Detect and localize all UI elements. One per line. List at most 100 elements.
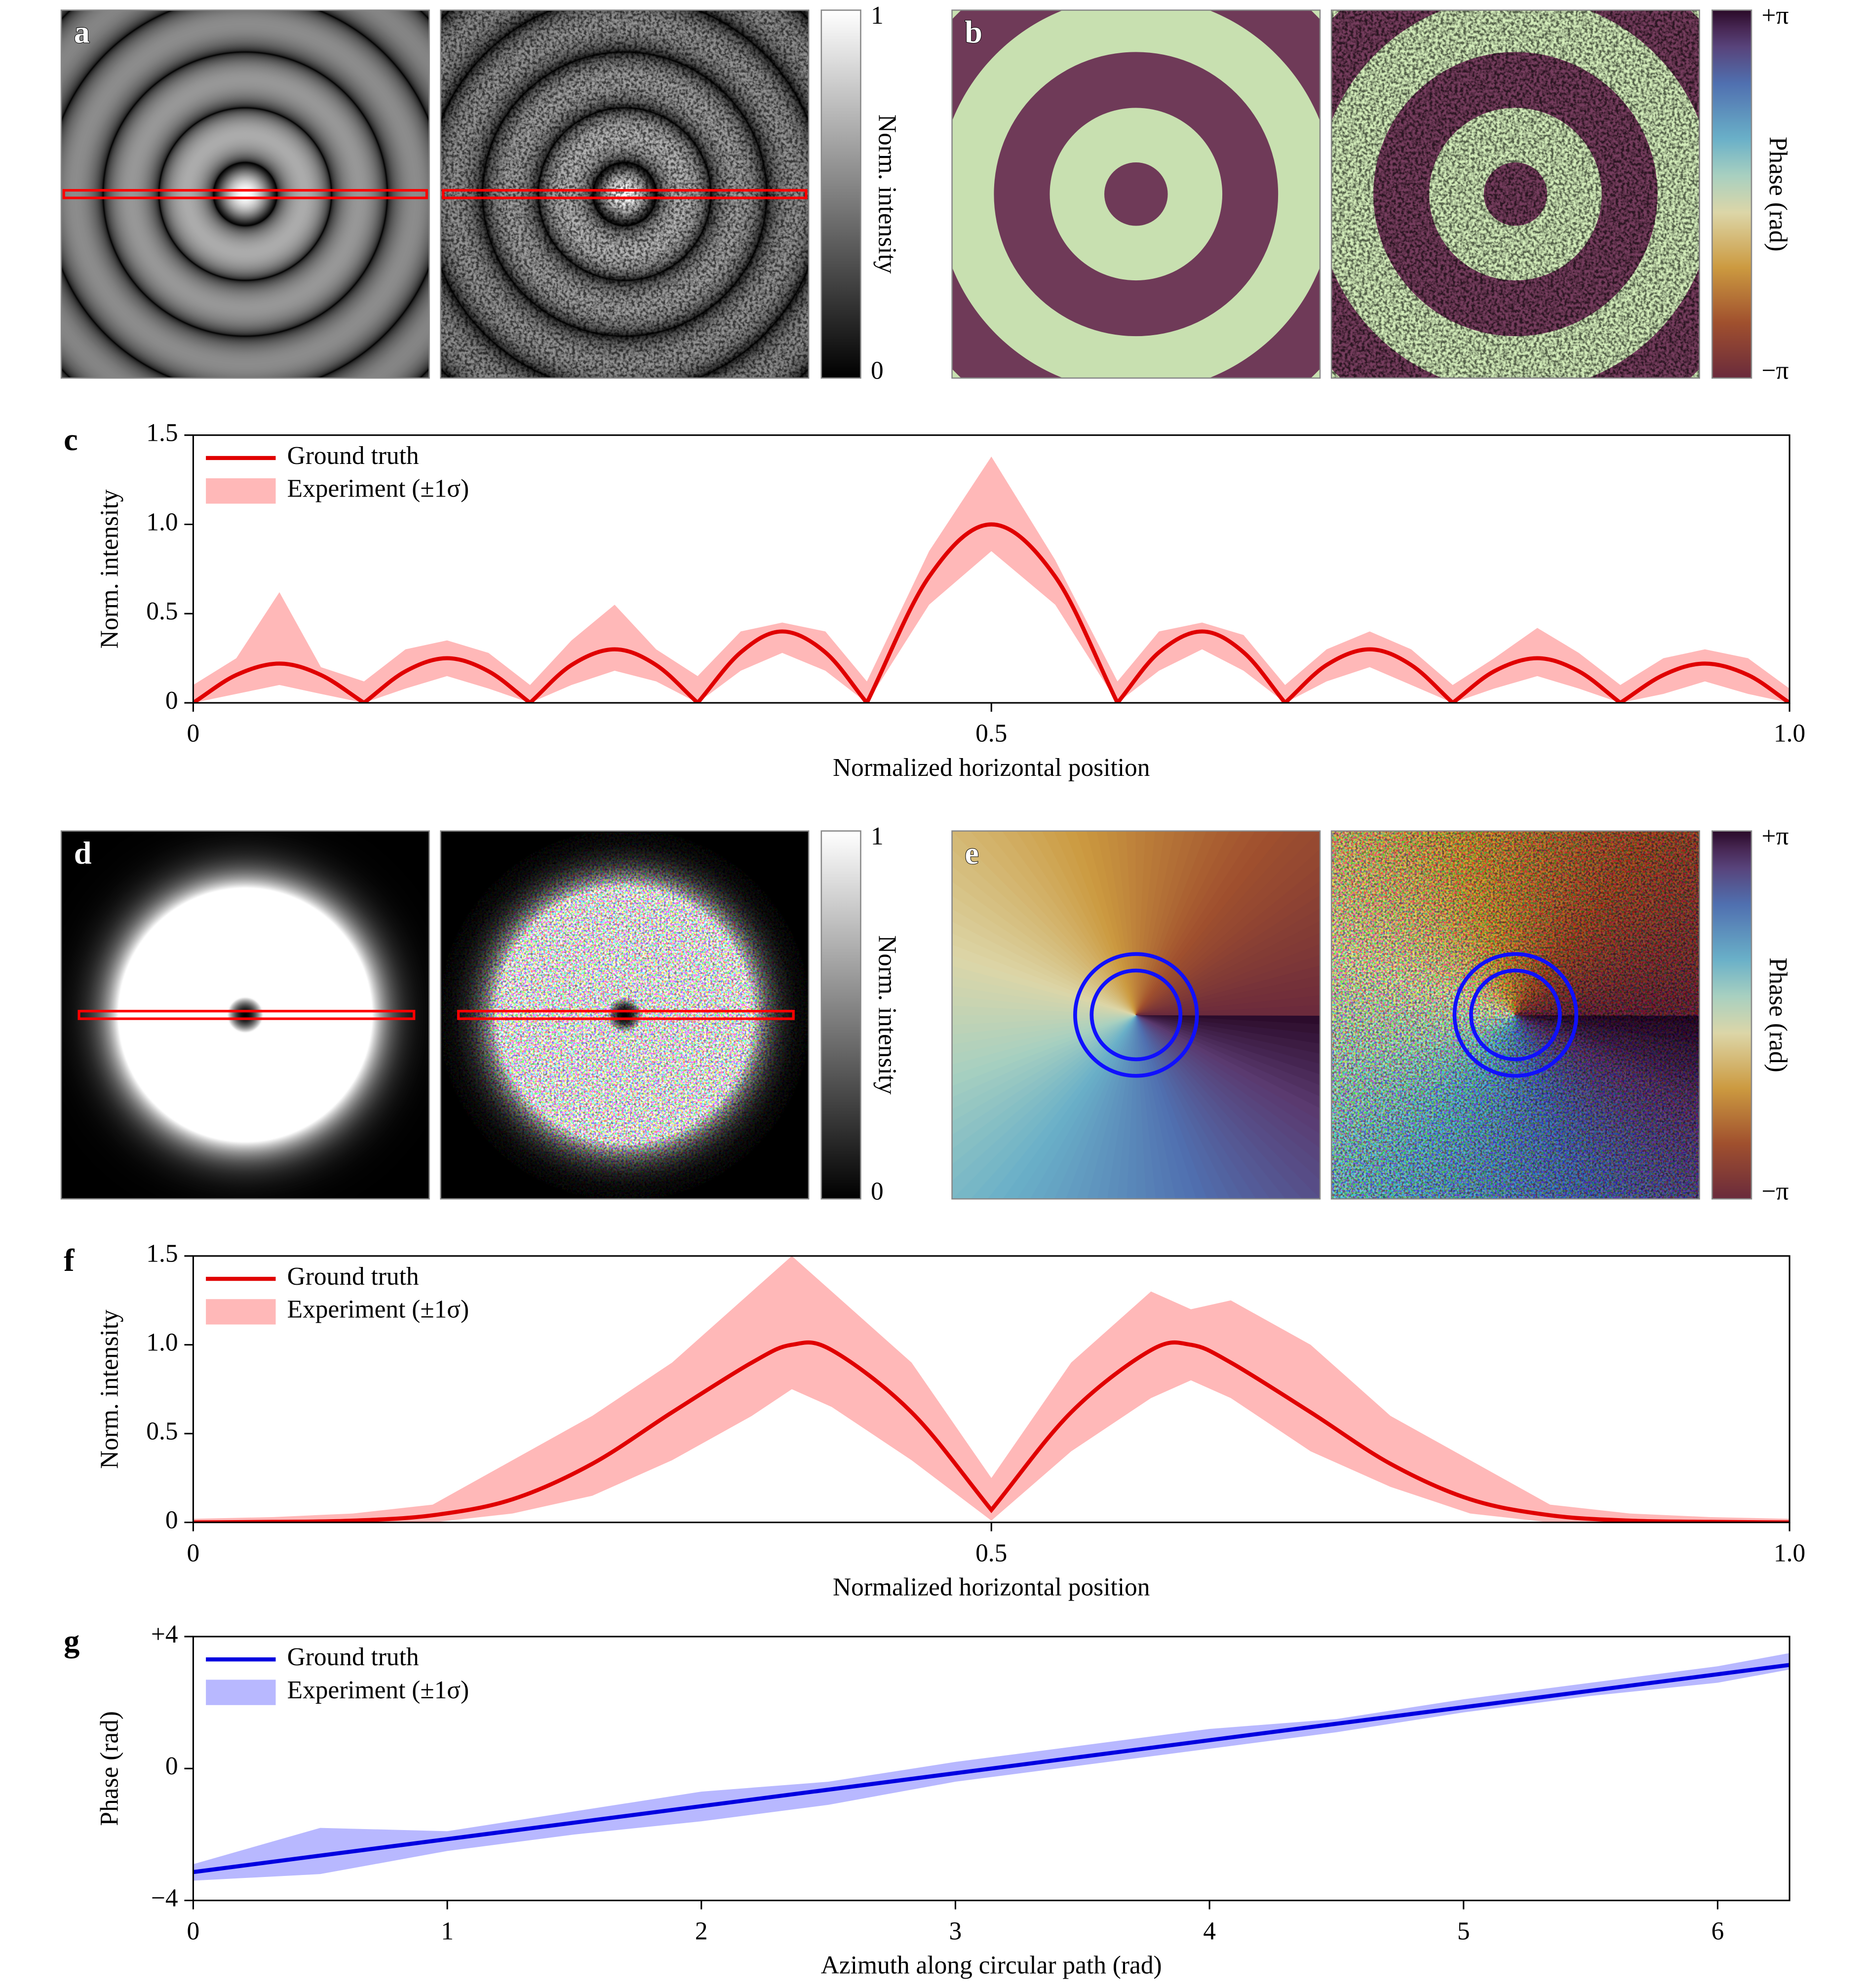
intensity-image (61, 10, 429, 379)
image-panel (440, 10, 809, 379)
intensity-image (440, 10, 809, 379)
legend-label: Ground truth (287, 442, 419, 470)
plot-frame (192, 1255, 1790, 1524)
x-tick-label: 6 (1711, 1917, 1724, 1945)
y-tick-label: 0 (165, 687, 178, 715)
image-content (61, 831, 429, 1199)
x-axis-label: Normalized horizontal position (833, 754, 1150, 782)
y-tick-label: 1.0 (146, 1329, 178, 1357)
x-tick-label: 1.0 (1774, 720, 1805, 748)
y-axis-label: Norm. intensity (96, 489, 124, 649)
x-tick-label: 5 (1457, 1917, 1470, 1945)
line-cut-box (78, 1010, 416, 1020)
colorbar-tick-label: −π (1762, 1178, 1789, 1206)
x-tick-label: 1 (441, 1917, 454, 1945)
image-content (952, 10, 1321, 379)
panel-letter: c (64, 422, 78, 457)
colorbar-tick-label: 0 (871, 1178, 884, 1206)
image-content (440, 831, 809, 1199)
colorbar-tick-label: +π (1762, 822, 1789, 850)
phase-ring (1104, 162, 1168, 226)
image-content (61, 10, 429, 379)
panel-letter: d (74, 836, 92, 871)
image-content (1331, 10, 1700, 379)
y-tick-label: 1.5 (146, 1240, 178, 1268)
line (193, 1340, 1790, 1523)
image-panel (61, 10, 429, 379)
y-tick-label: 1.5 (146, 419, 178, 447)
colorbar (820, 830, 861, 1200)
x-axis-label: Azimuth along circular path (rad) (821, 1951, 1162, 1980)
x-tick-label: 4 (1203, 1917, 1216, 1945)
y-tick-label: +4 (151, 1620, 178, 1648)
x-tick-label: 0 (187, 720, 200, 748)
image-content (1331, 831, 1700, 1199)
panel-letter: e (965, 836, 979, 871)
colorbar-tick-label: +π (1762, 1, 1789, 30)
legend-swatch (206, 1299, 276, 1325)
colorbar (1711, 9, 1752, 379)
plot-area (193, 457, 1790, 703)
plot-frame (192, 434, 1790, 704)
plot-area (193, 1653, 1790, 1881)
image-border (1330, 830, 1700, 1200)
image-panel (1331, 10, 1700, 379)
x-tick-label: 2 (695, 1917, 708, 1945)
x-tick-label: 3 (949, 1917, 962, 1945)
colorbar-label: Phase (rad) (1764, 957, 1792, 1072)
plot-area (193, 1256, 1790, 1523)
error-band (193, 457, 1790, 703)
circular-path (1089, 968, 1183, 1062)
legend-swatch (206, 1680, 276, 1705)
colorbar (820, 9, 861, 379)
x-tick-label: 0.5 (975, 720, 1007, 748)
y-axis-label: Phase (rad) (96, 1711, 124, 1826)
panel-letter: a (74, 15, 90, 50)
image-border (440, 830, 810, 1200)
x-tick-label: 0.5 (975, 1539, 1007, 1567)
image-panel (952, 10, 1321, 379)
image-border (60, 830, 430, 1200)
y-tick-label: 0 (165, 1506, 178, 1534)
panel-letter: f (64, 1243, 75, 1278)
phase-ring (1483, 162, 1548, 226)
line-cut-box (62, 189, 428, 199)
line-cut-box (457, 1010, 795, 1020)
intensity-image (440, 831, 809, 1199)
y-tick-label: −4 (151, 1884, 178, 1912)
legend-label: Experiment (±1σ) (287, 1676, 469, 1704)
line (193, 522, 1790, 703)
image-border (951, 9, 1321, 379)
colorbar-tick-label: 0 (871, 357, 884, 385)
x-axis-label: Normalized horizontal position (833, 1573, 1150, 1602)
colorbar-label: Norm. intensity (873, 935, 901, 1095)
image-content (952, 831, 1321, 1199)
image-panel (952, 831, 1321, 1199)
image-panel (61, 831, 429, 1199)
legend-label: Ground truth (287, 1643, 419, 1671)
x-tick-label: 1.0 (1774, 1539, 1805, 1567)
panel-letter: b (965, 15, 982, 50)
image-border (1330, 9, 1700, 379)
circular-path (1452, 952, 1579, 1078)
error-band (193, 1256, 1790, 1523)
legend-swatch (206, 478, 276, 504)
y-tick-label: 0.5 (146, 1417, 178, 1445)
colorbar-label: Phase (rad) (1764, 137, 1792, 252)
image-panel (440, 831, 809, 1199)
y-axis-label: Norm. intensity (96, 1309, 124, 1469)
colorbar (1711, 830, 1752, 1200)
x-tick-label: 0 (187, 1539, 200, 1567)
legend-label: Experiment (±1σ) (287, 1296, 469, 1324)
image-panel (1331, 831, 1700, 1199)
y-tick-label: 0 (165, 1752, 178, 1780)
colorbar-label: Norm. intensity (873, 115, 901, 274)
legend-label: Experiment (±1σ) (287, 475, 469, 503)
image-content (440, 10, 809, 379)
line (193, 1663, 1790, 1874)
colorbar-tick-label: 1 (871, 1, 884, 30)
y-tick-label: 1.0 (146, 508, 178, 536)
circular-path (1469, 968, 1562, 1062)
